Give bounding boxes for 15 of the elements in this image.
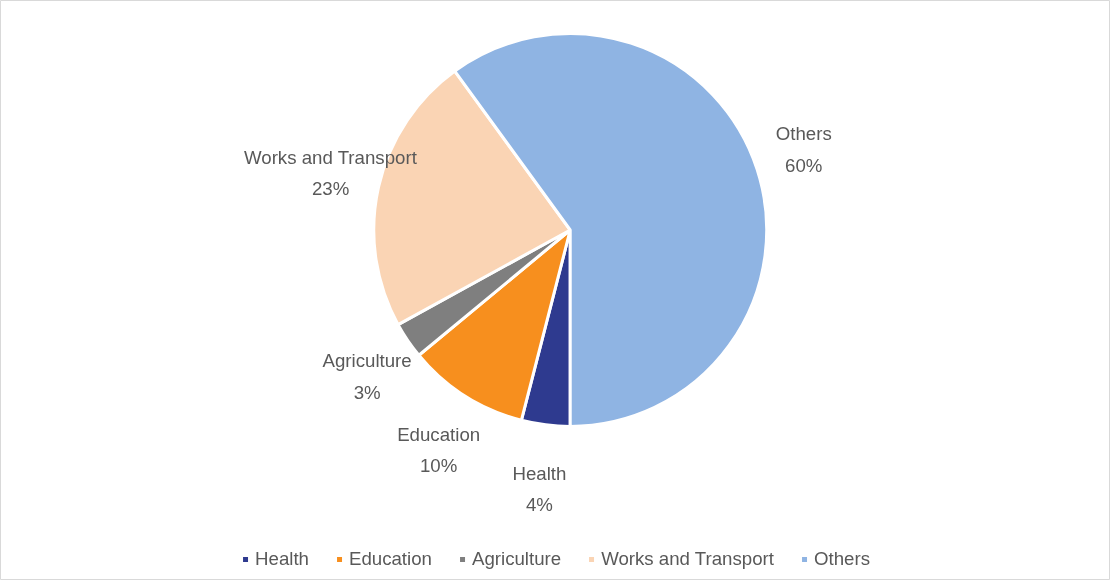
legend-label: Works and Transport [601, 548, 774, 570]
legend-label: Health [255, 548, 309, 570]
slice-label: Works and Transport [244, 146, 418, 168]
data-label: 23% [311, 178, 350, 200]
legend-label: Education [348, 548, 432, 570]
data-label: 4% [525, 493, 553, 515]
slice-label: Agriculture [322, 350, 412, 372]
legend-label: Others [813, 548, 870, 570]
data-label: 10% [419, 455, 458, 477]
legend-label: Agriculture [471, 548, 562, 570]
data-label: 3% [353, 381, 381, 403]
data-label: 60% [785, 154, 823, 176]
slice-label: Health [512, 462, 567, 484]
slice-label: Others [775, 123, 832, 145]
slice-label: Education [397, 424, 481, 446]
